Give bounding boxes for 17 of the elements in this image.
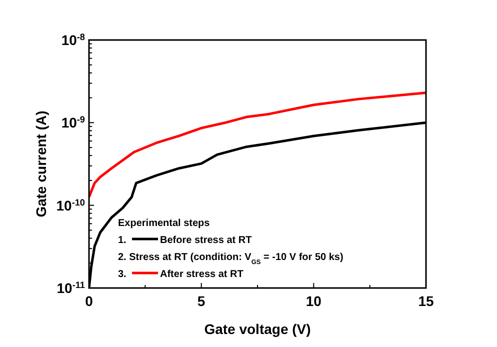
x-axis-title: Gate voltage (V) [204,321,311,337]
annotation: 2. Stress at RT (condition: V$_{GS}$ = -10 V for 50 ks) [118,252,344,266]
x-tick-label: 5 [197,293,206,309]
legend-label: Before stress at RT [160,235,252,246]
x-tick-label: 15 [418,293,434,309]
line-series [89,92,428,198]
annotation: 3. [118,269,127,280]
y-tick-label: 10$^{-10}$ [56,197,85,214]
legend-title: Experimental steps [118,218,210,229]
y-tick-label: 10$^{-9}$ [61,114,85,131]
x-tick-label: 0 [85,293,94,309]
annotation: 1. [118,235,127,246]
y-tick-label: 10$^{-8}$ [61,32,85,48]
x-tick-label: 10 [306,293,322,309]
y-axis-title: Gate current (A) [33,110,49,218]
legend-label: After stress at RT [160,269,244,280]
y-tick-label: 10$^{-11}$ [56,280,85,296]
